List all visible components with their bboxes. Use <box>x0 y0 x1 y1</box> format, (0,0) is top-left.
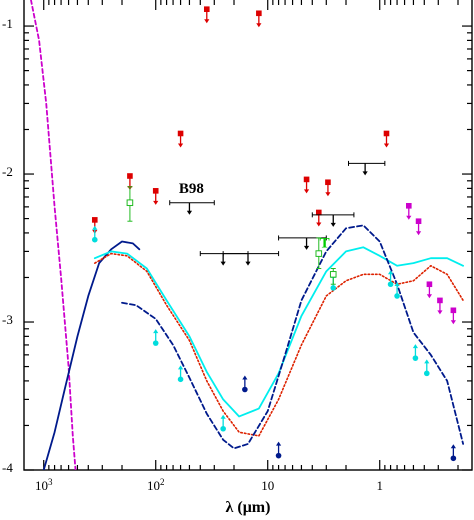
lower-limit-dot <box>412 355 419 361</box>
lower-limit-arrowhead <box>412 344 419 349</box>
upper-limit-arrowhead <box>220 261 226 266</box>
data-points <box>91 6 457 462</box>
upper-limit-arrowhead <box>415 231 422 236</box>
lower-limit-dot <box>330 285 337 291</box>
annotations: B98 T <box>179 181 330 252</box>
x-axis-title: λ (μm) <box>226 499 271 516</box>
lower-limit-arrowhead <box>394 281 400 286</box>
lower-limit-dot <box>91 236 98 243</box>
upper-limit-square <box>256 10 262 17</box>
upper-limit-square <box>91 217 98 223</box>
upper-limit-square <box>450 307 457 314</box>
upper-limit-arrowhead <box>437 310 443 315</box>
detection-square <box>315 250 323 257</box>
lower-limit-dot <box>220 425 226 432</box>
lower-limit-dot <box>152 340 159 346</box>
y-tick-label: -4 <box>2 460 13 475</box>
lower-limit-dot <box>423 370 430 377</box>
curve-magenta-dashed <box>30 0 77 470</box>
upper-limit-arrowhead <box>325 192 331 197</box>
upper-limit-square <box>426 281 433 288</box>
curve-navy-dashed <box>121 224 465 450</box>
upper-limit-square <box>437 297 443 304</box>
upper-limit-square <box>315 209 322 216</box>
annotation-label: B98 <box>179 181 204 197</box>
lower-limit-arrowhead <box>242 375 248 380</box>
upper-limit-arrowhead <box>186 210 193 215</box>
model-curves <box>30 0 465 470</box>
upper-limit-square <box>303 176 310 183</box>
y-tick-label: -3 <box>2 312 13 327</box>
axis-ticks <box>24 0 472 471</box>
detection-square <box>126 199 134 207</box>
y-tick-label: -1 <box>2 16 13 31</box>
upper-limit-arrowhead <box>204 19 210 24</box>
lower-limit-arrowhead <box>177 365 184 370</box>
upper-limit-arrowhead <box>245 261 251 266</box>
upper-limit-arrowhead <box>383 143 390 148</box>
upper-limit-arrowhead <box>303 189 310 194</box>
upper-limit-arrowhead <box>303 245 310 250</box>
detection-square <box>329 271 337 278</box>
lower-limit-arrowhead <box>275 441 282 446</box>
upper-limit-arrowhead <box>426 294 433 299</box>
lower-limit-arrowhead <box>424 359 430 364</box>
upper-limit-arrowhead <box>153 200 159 205</box>
lower-limit-dot <box>177 376 184 383</box>
upper-limit-arrowhead <box>450 320 456 325</box>
upper-limit-square <box>383 130 390 137</box>
lower-limit-dot <box>242 386 248 393</box>
upper-limit-square <box>415 218 422 225</box>
lower-limit-dot <box>450 455 457 462</box>
curve-cyan-solid <box>93 246 465 418</box>
lower-limit-arrowhead <box>387 270 394 275</box>
curve-red-dotted <box>93 252 464 437</box>
lower-limit-arrowhead <box>450 444 456 449</box>
upper-limit-square <box>152 188 159 194</box>
upper-limit-arrowhead <box>256 23 262 28</box>
upper-limit-square <box>406 203 412 209</box>
upper-limit-square <box>325 179 331 186</box>
tick-labels: 103 102 10 1-1-2-3-4 <box>2 16 383 493</box>
upper-limit-square <box>127 173 133 179</box>
upper-limit-square <box>177 130 184 137</box>
x-tick-label: 102 <box>147 477 165 493</box>
upper-limit-arrowhead <box>362 171 368 176</box>
lower-limit-dot <box>394 293 400 299</box>
plot-frame <box>23 0 473 471</box>
upper-limit-arrowhead <box>316 222 322 227</box>
x-tick-label: 103 <box>35 477 53 493</box>
x-tick-label: 1 <box>376 478 383 493</box>
lower-limit-arrowhead <box>92 225 98 230</box>
y-tick-label: -2 <box>2 164 13 179</box>
upper-limit-arrowhead <box>177 143 184 148</box>
upper-limit-arrowhead <box>406 215 412 220</box>
lower-limit-arrowhead <box>153 329 159 334</box>
lower-limit-arrowhead <box>220 414 226 419</box>
upper-limit-arrowhead <box>330 222 336 227</box>
x-tick-label: 10 <box>261 478 274 493</box>
curve-navy-solid <box>42 240 141 470</box>
lower-limit-dot <box>387 281 394 288</box>
annotation-label: T <box>320 236 330 252</box>
lower-limit-dot <box>275 452 282 459</box>
upper-limit-square <box>203 6 210 12</box>
